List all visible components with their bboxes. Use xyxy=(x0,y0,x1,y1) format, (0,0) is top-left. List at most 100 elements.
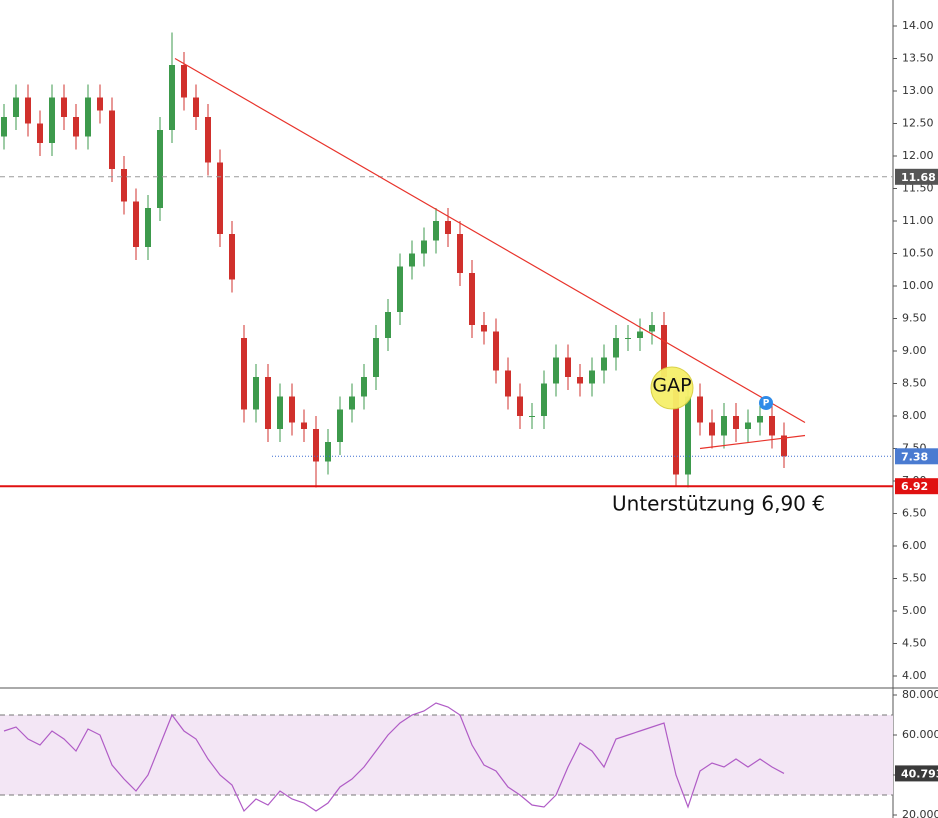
candle-body xyxy=(61,97,67,117)
candle-body xyxy=(529,416,535,417)
candle-body xyxy=(361,377,367,397)
candle-body xyxy=(469,273,475,325)
y-tick-label: 13.00 xyxy=(902,84,934,97)
candle-body xyxy=(385,312,391,338)
candle-body xyxy=(457,234,463,273)
price-badge xyxy=(895,168,938,185)
y-tick-label: 14.00 xyxy=(902,19,934,32)
y-tick-label: 12.50 xyxy=(902,117,934,130)
y-tick-label: 13.50 xyxy=(902,52,934,65)
candle-body xyxy=(397,266,403,312)
candle-body xyxy=(181,65,187,98)
candle-body xyxy=(337,409,343,442)
y-tick-label: 9.00 xyxy=(902,344,927,357)
y-tick-label: 80.0000 xyxy=(902,688,938,701)
price-badge-label: 6.92 xyxy=(901,480,928,493)
candle-body xyxy=(13,97,19,117)
rsi-band xyxy=(0,715,893,795)
candle-body xyxy=(85,97,91,137)
p-marker xyxy=(759,396,773,410)
y-tick-label: 5.50 xyxy=(902,572,927,585)
candle-body xyxy=(649,325,655,332)
candle-body xyxy=(277,396,283,429)
candle-body xyxy=(553,357,559,384)
candle-body xyxy=(217,162,223,234)
candle-body xyxy=(265,377,271,429)
candle-body xyxy=(409,253,415,267)
candle-body xyxy=(109,110,115,169)
candle-body xyxy=(541,383,547,416)
candle-body xyxy=(421,240,427,254)
annotation: Unterstützung 6,90 € xyxy=(612,492,825,516)
candle-body xyxy=(289,396,295,423)
y-tick-label: 10.50 xyxy=(902,247,934,260)
y-tick-label: 10.00 xyxy=(902,279,934,292)
y-tick-label: 4.00 xyxy=(902,669,927,682)
price-badge xyxy=(895,448,938,465)
candle-body xyxy=(169,65,175,130)
candle-body xyxy=(241,338,247,410)
candle-body xyxy=(565,357,571,377)
candle-body xyxy=(673,390,679,475)
candle-body xyxy=(25,97,31,124)
price-badge xyxy=(895,765,938,782)
candle-body xyxy=(637,331,643,338)
candle-body xyxy=(133,201,139,247)
y-tick-label: 9.50 xyxy=(902,312,927,325)
candle-body xyxy=(373,338,379,377)
candle-body xyxy=(301,422,307,429)
candle-body xyxy=(73,117,79,137)
y-tick-label: 20.0000 xyxy=(902,808,938,818)
candle-body xyxy=(697,396,703,423)
candle-body xyxy=(577,377,583,384)
candle-body xyxy=(745,422,751,429)
y-tick-label: 4.50 xyxy=(902,637,927,650)
candle-body xyxy=(121,169,127,202)
rsi-line xyxy=(3,702,785,813)
candle-body xyxy=(493,331,499,371)
trendline xyxy=(174,57,806,424)
candle-body xyxy=(253,377,259,410)
y-tick-label: 12.00 xyxy=(902,149,934,162)
candle-body xyxy=(349,396,355,410)
price-badge-label: 11.68 xyxy=(901,171,936,184)
trendline xyxy=(699,434,806,450)
candle-body xyxy=(313,429,319,462)
price-badge-label: 40.7937 xyxy=(901,767,938,780)
candle-body xyxy=(601,357,607,371)
candle-body xyxy=(481,325,487,332)
candle-body xyxy=(613,338,619,358)
candle-body xyxy=(205,117,211,163)
candle-body xyxy=(445,221,451,234)
candle-body xyxy=(97,97,103,111)
candle-body xyxy=(37,123,43,143)
y-tick-label: 6.50 xyxy=(902,507,927,520)
y-tick-label: 60.0000 xyxy=(902,728,938,741)
candle-body xyxy=(757,416,763,423)
candle-body xyxy=(433,221,439,241)
candle-body xyxy=(685,396,691,475)
price-badge xyxy=(895,478,938,495)
candle-body xyxy=(325,442,331,462)
candle-body xyxy=(157,130,163,208)
candle-body xyxy=(589,370,595,384)
candle-body xyxy=(625,338,631,339)
gap-marker xyxy=(650,366,694,410)
candle-body xyxy=(733,416,739,429)
candle-body xyxy=(709,422,715,436)
candle-body xyxy=(505,370,511,397)
candle-body xyxy=(721,416,727,436)
y-tick-label: 5.00 xyxy=(902,604,927,617)
candle-body xyxy=(517,396,523,416)
candle-body xyxy=(193,97,199,117)
candle-body xyxy=(229,234,235,280)
candle-body xyxy=(781,435,787,457)
price-badge-label: 7.38 xyxy=(901,450,928,463)
candle-body xyxy=(1,117,7,137)
y-tick-label: 6.00 xyxy=(902,539,927,552)
annotation: P xyxy=(763,399,770,409)
candle-body xyxy=(145,208,151,247)
candle-body xyxy=(661,325,667,377)
